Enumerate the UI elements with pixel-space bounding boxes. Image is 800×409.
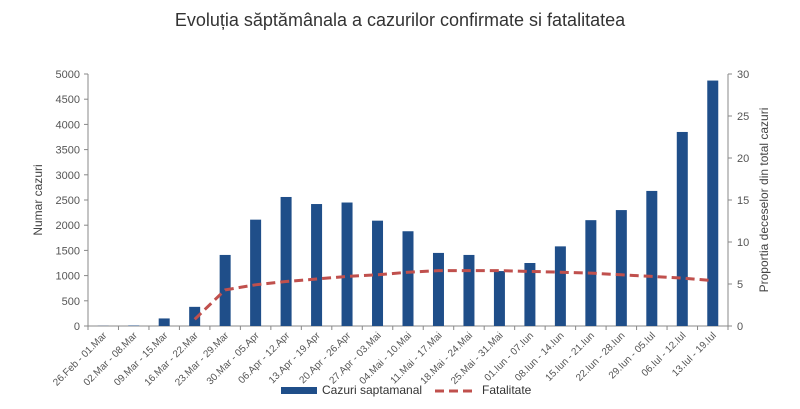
bar [554,246,566,326]
bar [311,204,323,326]
y-tick-label: 5000 [56,69,80,81]
y2-tick-label: 10 [737,237,749,249]
bar [189,306,201,326]
legend-line-label: Fatalitate [482,383,532,397]
y2-tick-labels: 0 5 10 15 20 25 30 [737,69,749,333]
bar [280,196,292,326]
x-tick-label: 23.Mar - 29.Mar [173,330,232,389]
bar [432,252,444,326]
bar [219,254,231,326]
y2-tick-label: 25 [737,111,749,123]
bar [493,271,505,326]
bar [250,219,262,326]
bar-series [97,80,719,326]
y-tick-label: 0 [74,321,80,333]
x-tick-label: 30.Mar - 05.Apr [205,330,262,387]
line-series [193,269,713,321]
bar [707,80,719,326]
y2-tick-label: 0 [737,321,743,333]
x-tick-label: 16.Mar - 22.Mar [143,330,202,389]
y-tick-label: 500 [62,296,80,308]
legend-bar-swatch [281,387,317,394]
bar [402,231,414,326]
legend: Cazuri saptamanal Fatalitate [281,383,532,397]
y-axis-title: Numar cazuri [31,164,45,235]
y-tick-label: 1500 [56,245,80,257]
x-tick-label: 02.Mar - 08.Mar [82,330,141,389]
y-tick-label: 3000 [56,170,80,182]
bar [615,210,627,326]
bar [372,220,384,326]
fatality-line [193,269,713,321]
x-tick-label: 26.Feb - 01.Mar [51,330,110,389]
y2-tick-label: 30 [737,69,749,81]
bar [524,263,536,326]
y-tick-labels: 0 500 1000 1500 2000 2500 3000 3500 4000 4500 5000 [56,69,80,333]
y2-axis-title: Proportia deceselor din total cazuri [757,108,771,293]
bar [646,190,658,326]
x-tick-label: 09.Mar - 15.Mar [112,330,171,389]
bar [158,318,170,326]
y-tick-label: 2500 [56,195,80,207]
y-tick-label: 1000 [56,271,80,283]
bar [676,131,688,326]
y-tick-label: 4000 [56,119,80,131]
y2-tick-label: 20 [737,153,749,165]
chart-title: Evoluția săptămânala a cazurilor confirm… [174,10,626,30]
y2-tick-label: 5 [737,279,743,291]
y-tick-label: 4500 [56,94,80,106]
bar [463,254,475,326]
y-tick-label: 2000 [56,220,80,232]
y2-tick-label: 15 [737,195,749,207]
bar [341,202,353,326]
legend-bar-label: Cazuri saptamanal [322,383,422,397]
y-tick-label: 3500 [56,145,80,157]
